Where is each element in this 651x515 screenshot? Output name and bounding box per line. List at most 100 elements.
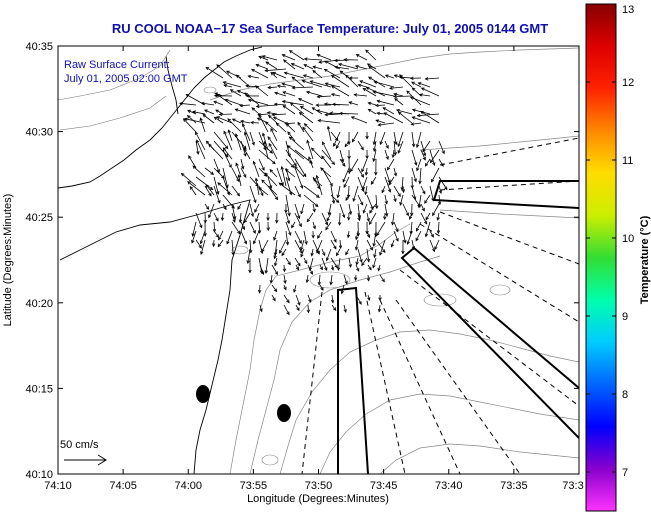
- current-vector: [393, 194, 397, 202]
- current-vector-head: [300, 210, 304, 215]
- current-vector-head: [335, 145, 339, 150]
- current-vector: [303, 74, 314, 79]
- current-vector-head: [430, 233, 434, 238]
- current-vector-head: [191, 239, 195, 244]
- current-vector-head: [317, 281, 322, 286]
- current-vector-head: [351, 138, 356, 143]
- current-vector: [268, 115, 278, 124]
- current-vector-head: [210, 171, 215, 175]
- current-vector-head: [255, 218, 259, 223]
- current-vector-head: [273, 288, 278, 293]
- current-vector-head: [395, 228, 399, 233]
- current-vector-head: [187, 109, 191, 113]
- current-vector-head: [333, 238, 337, 243]
- current-vector: [267, 112, 278, 115]
- current-vector-head: [195, 131, 199, 135]
- bathymetry-contour: [379, 443, 579, 474]
- current-vector: [331, 93, 341, 97]
- current-vector: [317, 95, 332, 98]
- current-vector: [195, 212, 203, 228]
- current-vector-head: [324, 267, 328, 272]
- current-vector: [373, 230, 377, 247]
- current-vector-head: [229, 89, 234, 93]
- current-vector: [213, 101, 224, 106]
- current-vector: [304, 58, 323, 61]
- current-vector: [232, 118, 242, 124]
- current-vector-head: [199, 240, 204, 245]
- current-vector-head: [274, 271, 278, 276]
- current-vector-head: [237, 174, 241, 179]
- current-vector-head: [205, 206, 210, 210]
- current-vector-head: [368, 76, 372, 80]
- current-vector-head: [411, 108, 416, 112]
- current-vector-head: [256, 117, 261, 121]
- current-vector-head: [325, 257, 330, 262]
- current-vector-head: [288, 50, 293, 54]
- current-vector: [231, 239, 234, 255]
- current-vector-head: [278, 182, 283, 186]
- current-vector: [393, 95, 413, 97]
- current-vector: [243, 212, 251, 223]
- current-vector-head: [223, 206, 227, 211]
- current-vector: [361, 158, 368, 172]
- current-vector-head: [334, 65, 339, 69]
- current-vector: [321, 212, 328, 225]
- current-vector-head: [335, 252, 340, 257]
- current-vector: [294, 167, 303, 189]
- current-vector-head: [329, 182, 333, 187]
- current-vector: [240, 140, 247, 157]
- current-vector: [382, 107, 395, 115]
- current-vector-head: [348, 76, 353, 80]
- current-vector-head: [397, 143, 401, 148]
- current-vector: [374, 81, 395, 88]
- current-vector: [276, 122, 287, 133]
- current-vector-head: [203, 109, 208, 113]
- current-vector-head: [376, 99, 381, 103]
- current-vector: [313, 178, 323, 187]
- current-vector-head: [259, 308, 263, 313]
- current-vector-head: [365, 135, 369, 140]
- current-vector-head: [217, 200, 221, 204]
- current-vector-head: [286, 220, 291, 225]
- current-vector: [437, 212, 440, 221]
- current-vector: [367, 63, 377, 70]
- x-axis-label: Longitude (Degrees:Minutes): [247, 493, 389, 505]
- current-vector-head: [324, 221, 328, 226]
- current-vector-head: [361, 188, 365, 193]
- current-vector: [267, 136, 278, 151]
- current-vector: [195, 140, 199, 155]
- current-vector: [376, 112, 386, 115]
- current-vector-head: [391, 154, 395, 159]
- current-vector-head: [248, 269, 252, 274]
- current-vector: [362, 88, 377, 97]
- current-vector: [344, 140, 350, 147]
- current-vector-head: [213, 100, 217, 104]
- current-vector: [334, 66, 350, 70]
- current-vector: [249, 185, 257, 203]
- current-vector-head: [317, 235, 321, 239]
- current-vector: [368, 108, 377, 115]
- current-vector-head: [209, 186, 214, 191]
- current-vector-head: [273, 236, 277, 241]
- current-vector: [429, 239, 435, 252]
- current-vector-head: [369, 246, 373, 251]
- current-vector-head: [329, 111, 334, 115]
- current-vector-head: [319, 266, 323, 271]
- current-vector: [418, 82, 431, 88]
- current-vector: [411, 149, 417, 166]
- current-vector-head: [317, 118, 322, 123]
- current-vector: [204, 167, 214, 175]
- current-vector: [321, 149, 335, 165]
- current-vector-head: [236, 178, 240, 183]
- current-vector-head: [411, 116, 416, 120]
- current-vector-head: [432, 212, 436, 217]
- current-vector-head: [235, 162, 239, 167]
- current-vector: [368, 66, 386, 79]
- current-vector: [392, 212, 395, 225]
- current-vector: [417, 113, 440, 117]
- current-vector-head: [200, 251, 204, 256]
- transect-box-diagonal: [400, 246, 579, 439]
- current-vector: [264, 172, 278, 187]
- current-vector-head: [320, 287, 324, 291]
- coastline-and-bathymetry: [58, 46, 579, 474]
